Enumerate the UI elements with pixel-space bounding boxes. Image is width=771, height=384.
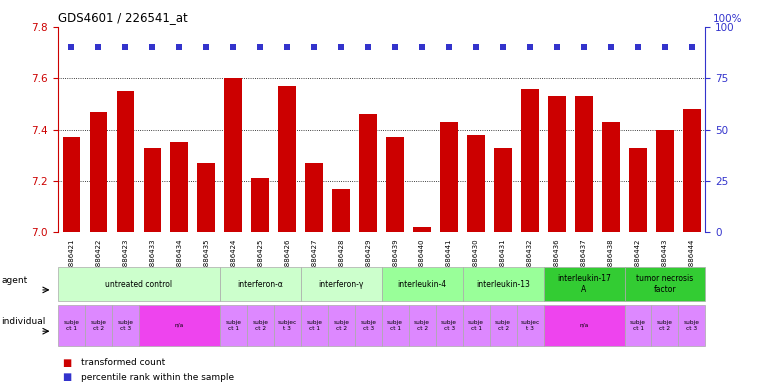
Bar [89,112,107,232]
Text: transformed count: transformed count [81,358,165,367]
Bar [251,179,269,232]
Text: n/a: n/a [175,323,183,328]
Text: subje
ct 3: subje ct 3 [117,320,133,331]
Bar [656,129,674,232]
Text: subje
ct 2: subje ct 2 [252,320,268,331]
Text: interleukin-4: interleukin-4 [398,280,446,289]
Bar [602,122,620,232]
Bar [359,114,377,232]
Bar [197,163,215,232]
Bar [413,227,431,232]
Bar [467,135,485,232]
Text: percentile rank within the sample: percentile rank within the sample [81,372,234,382]
Bar [386,137,404,232]
Text: subje
ct 3: subje ct 3 [360,320,376,331]
Bar [548,96,566,232]
Text: subje
ct 2: subje ct 2 [657,320,673,331]
Text: subje
ct 1: subje ct 1 [630,320,646,331]
Text: subje
ct 1: subje ct 1 [306,320,322,331]
Text: subje
ct 1: subje ct 1 [468,320,484,331]
Text: subje
ct 2: subje ct 2 [414,320,430,331]
Bar [224,78,242,232]
Text: tumor necrosis
factor: tumor necrosis factor [636,275,694,294]
Bar [521,89,539,232]
Text: agent: agent [2,276,28,285]
Text: ■: ■ [62,372,71,382]
Text: interleukin-17
A: interleukin-17 A [557,275,611,294]
Text: subje
ct 2: subje ct 2 [333,320,349,331]
Bar [62,137,80,232]
Text: subje
ct 1: subje ct 1 [387,320,403,331]
Bar [305,163,323,232]
Text: subje
ct 3: subje ct 3 [441,320,457,331]
Text: interferon-γ: interferon-γ [318,280,364,289]
Text: ■: ■ [62,358,71,368]
Bar [143,147,161,232]
Text: GDS4601 / 226541_at: GDS4601 / 226541_at [58,12,187,25]
Text: subje
ct 3: subje ct 3 [684,320,700,331]
Text: interleukin-13: interleukin-13 [476,280,530,289]
Text: subje
ct 2: subje ct 2 [90,320,106,331]
Text: individual: individual [2,317,46,326]
Bar [332,189,350,232]
Text: subjec
t 3: subjec t 3 [278,320,297,331]
Text: subje
ct 1: subje ct 1 [63,320,79,331]
Text: subje
ct 1: subje ct 1 [225,320,241,331]
Text: n/a: n/a [580,323,588,328]
Text: interferon-α: interferon-α [237,280,283,289]
Bar [683,109,701,232]
Text: 100%: 100% [712,14,742,24]
Bar [440,122,458,232]
Text: subje
ct 2: subje ct 2 [495,320,511,331]
Text: untreated control: untreated control [105,280,173,289]
Bar [116,91,134,232]
Bar [494,147,512,232]
Text: subjec
t 3: subjec t 3 [520,320,540,331]
Bar [575,96,593,232]
Bar [170,142,188,232]
Bar [629,147,647,232]
Bar [278,86,296,232]
